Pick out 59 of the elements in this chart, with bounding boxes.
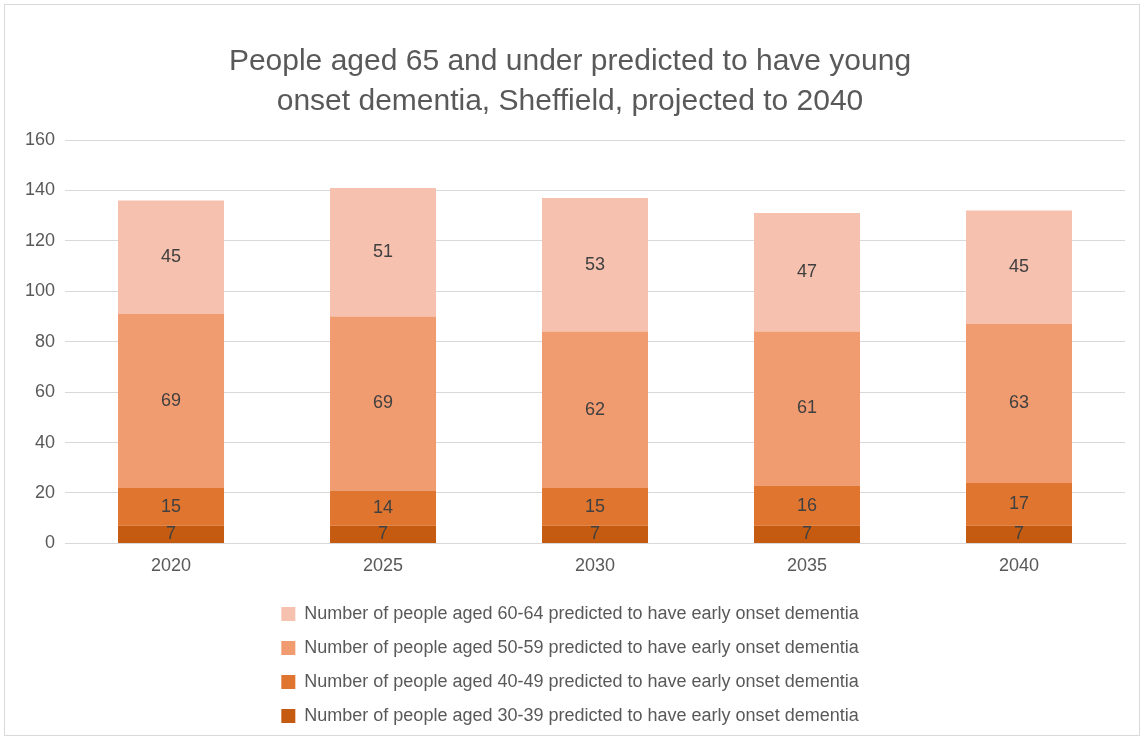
legend-label: Number of people aged 40-49 predicted to have early onset dementia (304, 670, 860, 691)
data-label: 51 (373, 241, 394, 262)
bar (966, 324, 1072, 483)
legend-label: Number of people aged 60-64 predicted to have early onset dementia (304, 602, 860, 623)
y-tick-label: 160 (24, 128, 56, 149)
x-tick-label: 2025 (363, 555, 404, 576)
bar (330, 525, 437, 543)
y-tick-label: 120 (24, 229, 56, 250)
data-label: 45 (1008, 256, 1030, 277)
y-tick-label: 20 (35, 481, 56, 502)
data-label: 69 (161, 389, 182, 410)
bar (118, 200, 225, 314)
bar (754, 525, 861, 543)
y-tick-label: 60 (35, 381, 56, 402)
bar (966, 525, 1072, 543)
data-label: 17 (1008, 493, 1030, 514)
y-tick-label: 0 (45, 532, 56, 553)
bar (330, 316, 437, 491)
y-tick-label: 40 (35, 431, 56, 452)
data-label: 15 (161, 495, 182, 516)
data-label: 7 (802, 523, 813, 544)
data-label: 14 (373, 497, 394, 518)
bar (118, 313, 225, 488)
bar (542, 525, 649, 543)
data-label: 61 (796, 397, 818, 418)
bar (330, 490, 437, 526)
data-label: 45 (161, 246, 182, 267)
data-label: 7 (590, 523, 601, 544)
bar (542, 197, 649, 332)
data-label: 15 (585, 495, 606, 516)
bar (754, 331, 861, 486)
y-tick-label: 80 (35, 330, 56, 351)
bar (542, 487, 649, 526)
y-tick-label: 100 (24, 280, 56, 301)
y-tick-label: 140 (24, 179, 56, 200)
bar (966, 210, 1072, 325)
bar (542, 331, 649, 488)
bar (118, 487, 225, 526)
data-label: 62 (585, 398, 606, 419)
chart-title: People aged 65 and under predicted to have young onset dementia, Sheffield, projected to 2040 (228, 42, 912, 117)
legend-label: Number of people aged 30-39 predicted to have early onset dementia (304, 704, 860, 725)
bar (330, 187, 437, 317)
x-tick-label: 2020 (151, 555, 192, 576)
x-tick-label: 2035 (786, 555, 828, 576)
bar (118, 525, 225, 543)
bar (754, 485, 861, 526)
x-tick-label: 2030 (574, 555, 616, 576)
bar (966, 482, 1072, 526)
data-label: 7 (378, 523, 389, 544)
data-label: 7 (1014, 523, 1025, 544)
bar (754, 213, 861, 332)
data-label: 53 (585, 253, 606, 274)
data-label: 69 (373, 392, 394, 413)
x-tick-label: 2040 (998, 555, 1040, 576)
legend-label: Number of people aged 50-59 predicted to have early onset dementia (304, 636, 860, 657)
data-label: 47 (796, 261, 818, 282)
data-label: 63 (1008, 392, 1030, 413)
data-label: 7 (166, 523, 177, 544)
data-label: 16 (796, 494, 818, 515)
